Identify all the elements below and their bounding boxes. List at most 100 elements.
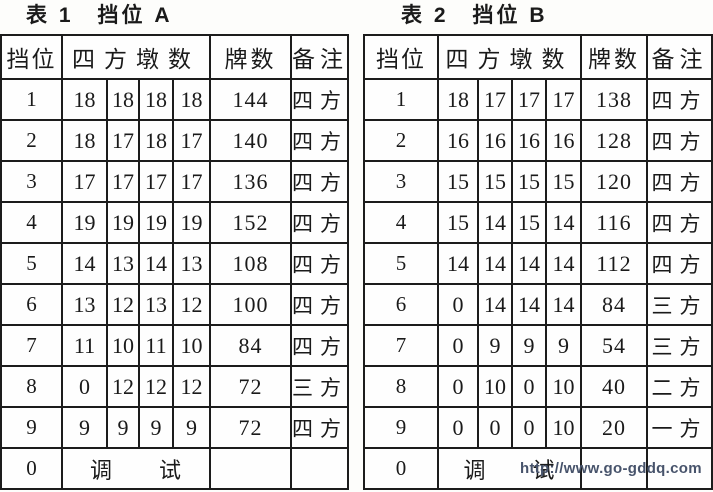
pier-count-cell: 9	[106, 406, 140, 449]
remark-cell: 四方	[646, 119, 713, 162]
cards-cell: 72	[209, 365, 292, 408]
table-row: 1 18 17 17 17 138 四方	[363, 78, 713, 121]
table-a-title: 表 1 挡位 A	[26, 4, 173, 27]
pier-count-cell: 0	[61, 365, 108, 408]
gear-cell: 3	[363, 160, 439, 203]
cards-cell	[209, 447, 292, 490]
pier-count-cell: 17	[172, 160, 211, 203]
debug-label-cell: 调 试	[437, 447, 582, 490]
pier-count-cell: 14	[138, 242, 174, 285]
table-a-body: 1 18 18 18 18 144 四方 2 18 17 18 17 140 四方 3 17 17 17 17 136…	[0, 78, 349, 490]
pier-count-cell: 19	[172, 201, 211, 244]
pier-count-cell: 18	[138, 78, 174, 121]
pier-count-cell: 14	[545, 242, 582, 285]
pier-count-cell: 17	[106, 160, 140, 203]
table-row: 9 9 9 9 9 72 四方	[0, 406, 349, 449]
pier-count-cell: 15	[545, 160, 582, 203]
pier-count-cell: 17	[138, 160, 174, 203]
pier-count-cell: 18	[61, 119, 108, 162]
pier-count-cell: 10	[477, 365, 513, 408]
pier-count-cell: 10	[545, 406, 582, 449]
table-row: 2 16 16 16 16 128 四方	[363, 119, 713, 162]
table-row: 3 17 17 17 17 136 四方	[0, 160, 349, 203]
remark-cell: 四方	[646, 160, 713, 203]
header-gear: 挡位	[363, 34, 439, 80]
pier-count-cell: 13	[172, 242, 211, 285]
header-gear: 挡位	[0, 34, 63, 80]
gear-cell: 1	[363, 78, 439, 121]
cards-cell: 140	[209, 119, 292, 162]
gear-cell: 0	[0, 447, 63, 490]
cards-cell: 136	[209, 160, 292, 203]
gear-cell: 4	[363, 201, 439, 244]
pier-count-cell: 18	[61, 78, 108, 121]
table-a-block: 表 1 挡位 A 挡位 四方墩数 牌数 备注 1 18 18 18 18 144 四方 2 18…	[0, 0, 349, 490]
remark-cell: 一方	[646, 406, 713, 449]
remark-cell: 二方	[646, 365, 713, 408]
table-row: 8 0 12 12 12 72 三方	[0, 365, 349, 408]
pier-count-cell: 12	[172, 365, 211, 408]
header-piers: 四方墩数	[437, 34, 582, 80]
remark-cell: 四方	[290, 406, 349, 449]
cards-cell: 120	[580, 160, 648, 203]
pier-count-cell: 0	[511, 365, 547, 408]
header-remark: 备注	[646, 34, 713, 80]
table-row: 1 18 18 18 18 144 四方	[0, 78, 349, 121]
pier-count-cell: 14	[511, 283, 547, 326]
table-b-title: 表 2 挡位 B	[401, 4, 548, 27]
remark-cell: 四方	[290, 324, 349, 367]
pier-count-cell: 18	[106, 78, 140, 121]
pier-count-cell: 12	[106, 283, 140, 326]
cards-cell: 116	[580, 201, 648, 244]
pier-count-cell: 14	[545, 283, 582, 326]
cards-cell: 72	[209, 406, 292, 449]
remark-cell: 三方	[290, 365, 349, 408]
gear-cell: 8	[0, 365, 63, 408]
pier-count-cell: 9	[477, 324, 513, 367]
pier-count-cell: 0	[437, 324, 479, 367]
remark-cell: 四方	[290, 160, 349, 203]
remark-cell: 四方	[290, 283, 349, 326]
table-row: 7 0 9 9 9 54 三方	[363, 324, 713, 367]
pier-count-cell: 16	[477, 119, 513, 162]
table-row: 3 15 15 15 15 120 四方	[363, 160, 713, 203]
table-b-header-row: 挡位 四方墩数 牌数 备注	[363, 34, 713, 80]
remark-cell: 四方	[646, 78, 713, 121]
gear-cell: 6	[0, 283, 63, 326]
pier-count-cell: 17	[477, 78, 513, 121]
pier-count-cell: 0	[511, 406, 547, 449]
gear-cell: 2	[363, 119, 439, 162]
cards-cell: 20	[580, 406, 648, 449]
pier-count-cell: 19	[61, 201, 108, 244]
gear-cell: 5	[0, 242, 63, 285]
table-row: 5 14 13 14 13 108 四方	[0, 242, 349, 285]
table-row: 4 19 19 19 19 152 四方	[0, 201, 349, 244]
remark-cell: 四方	[290, 119, 349, 162]
pier-count-cell: 18	[172, 78, 211, 121]
table-b-block: 表 2 挡位 B 挡位 四方墩数 牌数 备注 1 18 17 17 17 138 四方 2 16…	[363, 0, 713, 490]
cards-cell: 128	[580, 119, 648, 162]
cards-cell: 144	[209, 78, 292, 121]
pier-count-cell: 9	[61, 406, 108, 449]
pier-count-cell: 15	[437, 160, 479, 203]
pier-count-cell: 9	[172, 406, 211, 449]
pier-count-cell: 9	[545, 324, 582, 367]
table-b-body: 1 18 17 17 17 138 四方 2 16 16 16 16 128 四方 3 15 15 15 15 120…	[363, 78, 713, 490]
pier-count-cell: 9	[138, 406, 174, 449]
table-row: 6 0 14 14 14 84 三方	[363, 283, 713, 326]
cards-cell: 112	[580, 242, 648, 285]
gear-cell: 6	[363, 283, 439, 326]
pier-count-cell: 10	[106, 324, 140, 367]
header-cards: 牌数	[580, 34, 648, 80]
debug-label-cell: 调 试	[61, 447, 211, 490]
pier-count-cell: 0	[477, 406, 513, 449]
pier-count-cell: 0	[437, 283, 479, 326]
table-a-header-row: 挡位 四方墩数 牌数 备注	[0, 34, 349, 80]
pier-count-cell: 11	[138, 324, 174, 367]
table-b: 挡位 四方墩数 牌数 备注 1 18 17 17 17 138 四方 2 16 16 16 16 128…	[363, 34, 713, 490]
pier-count-cell: 15	[511, 201, 547, 244]
header-remark: 备注	[290, 34, 349, 80]
